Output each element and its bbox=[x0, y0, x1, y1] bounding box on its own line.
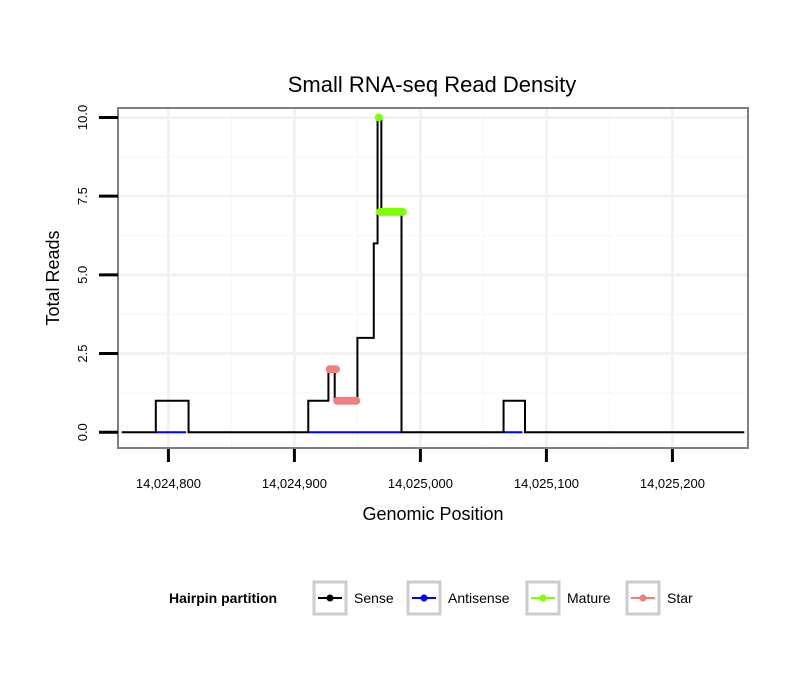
star-point bbox=[331, 365, 340, 374]
plot-panel bbox=[117, 107, 749, 449]
legend-item-star: Star bbox=[625, 580, 693, 616]
x-axis-title: Genomic Position bbox=[362, 504, 503, 524]
legend-label: Mature bbox=[567, 590, 611, 606]
x-tick-label: 14,024,800 bbox=[136, 476, 201, 491]
star-point bbox=[352, 396, 361, 405]
y-tick-label: 2.5 bbox=[75, 345, 90, 363]
legend-label: Star bbox=[667, 590, 693, 606]
chart-title: Small RNA-seq Read Density bbox=[288, 72, 577, 97]
x-tick-label: 14,025,000 bbox=[388, 476, 453, 491]
series-layer bbox=[121, 113, 745, 434]
legend-label: Antisense bbox=[448, 590, 510, 606]
y-axis-title: Total Reads bbox=[43, 230, 63, 325]
mature-point bbox=[398, 207, 407, 216]
x-tick-label: 14,025,100 bbox=[514, 476, 579, 491]
y-tick-label: 7.5 bbox=[75, 187, 90, 205]
y-axis: 0.0 2.5 5.0 7.5 10.0 bbox=[75, 105, 118, 441]
legend-item-mature: Mature bbox=[525, 580, 611, 616]
mature-point bbox=[374, 113, 383, 122]
legend-key-point bbox=[639, 594, 647, 602]
y-tick-label: 0.0 bbox=[75, 423, 90, 441]
legend-key-point bbox=[326, 594, 334, 602]
legend-key-point bbox=[539, 594, 547, 602]
legend: Hairpin partition Sense Antisense Mature St… bbox=[169, 580, 693, 616]
plot-border bbox=[117, 107, 749, 449]
legend-label: Sense bbox=[354, 590, 394, 606]
y-tick-label: 10.0 bbox=[75, 105, 90, 130]
sense-series-line bbox=[121, 116, 745, 434]
legend-title: Hairpin partition bbox=[169, 590, 277, 606]
x-tick-label: 14,025,200 bbox=[640, 476, 705, 491]
x-axis: 14,024,800 14,024,900 14,025,000 14,025,100… bbox=[136, 449, 705, 491]
y-tick-label: 5.0 bbox=[75, 266, 90, 284]
legend-item-sense: Sense bbox=[312, 580, 394, 616]
x-tick-label: 14,024,900 bbox=[262, 476, 327, 491]
legend-key-point bbox=[420, 594, 428, 602]
plot-background bbox=[118, 108, 748, 448]
legend-item-antisense: Antisense bbox=[406, 580, 510, 616]
